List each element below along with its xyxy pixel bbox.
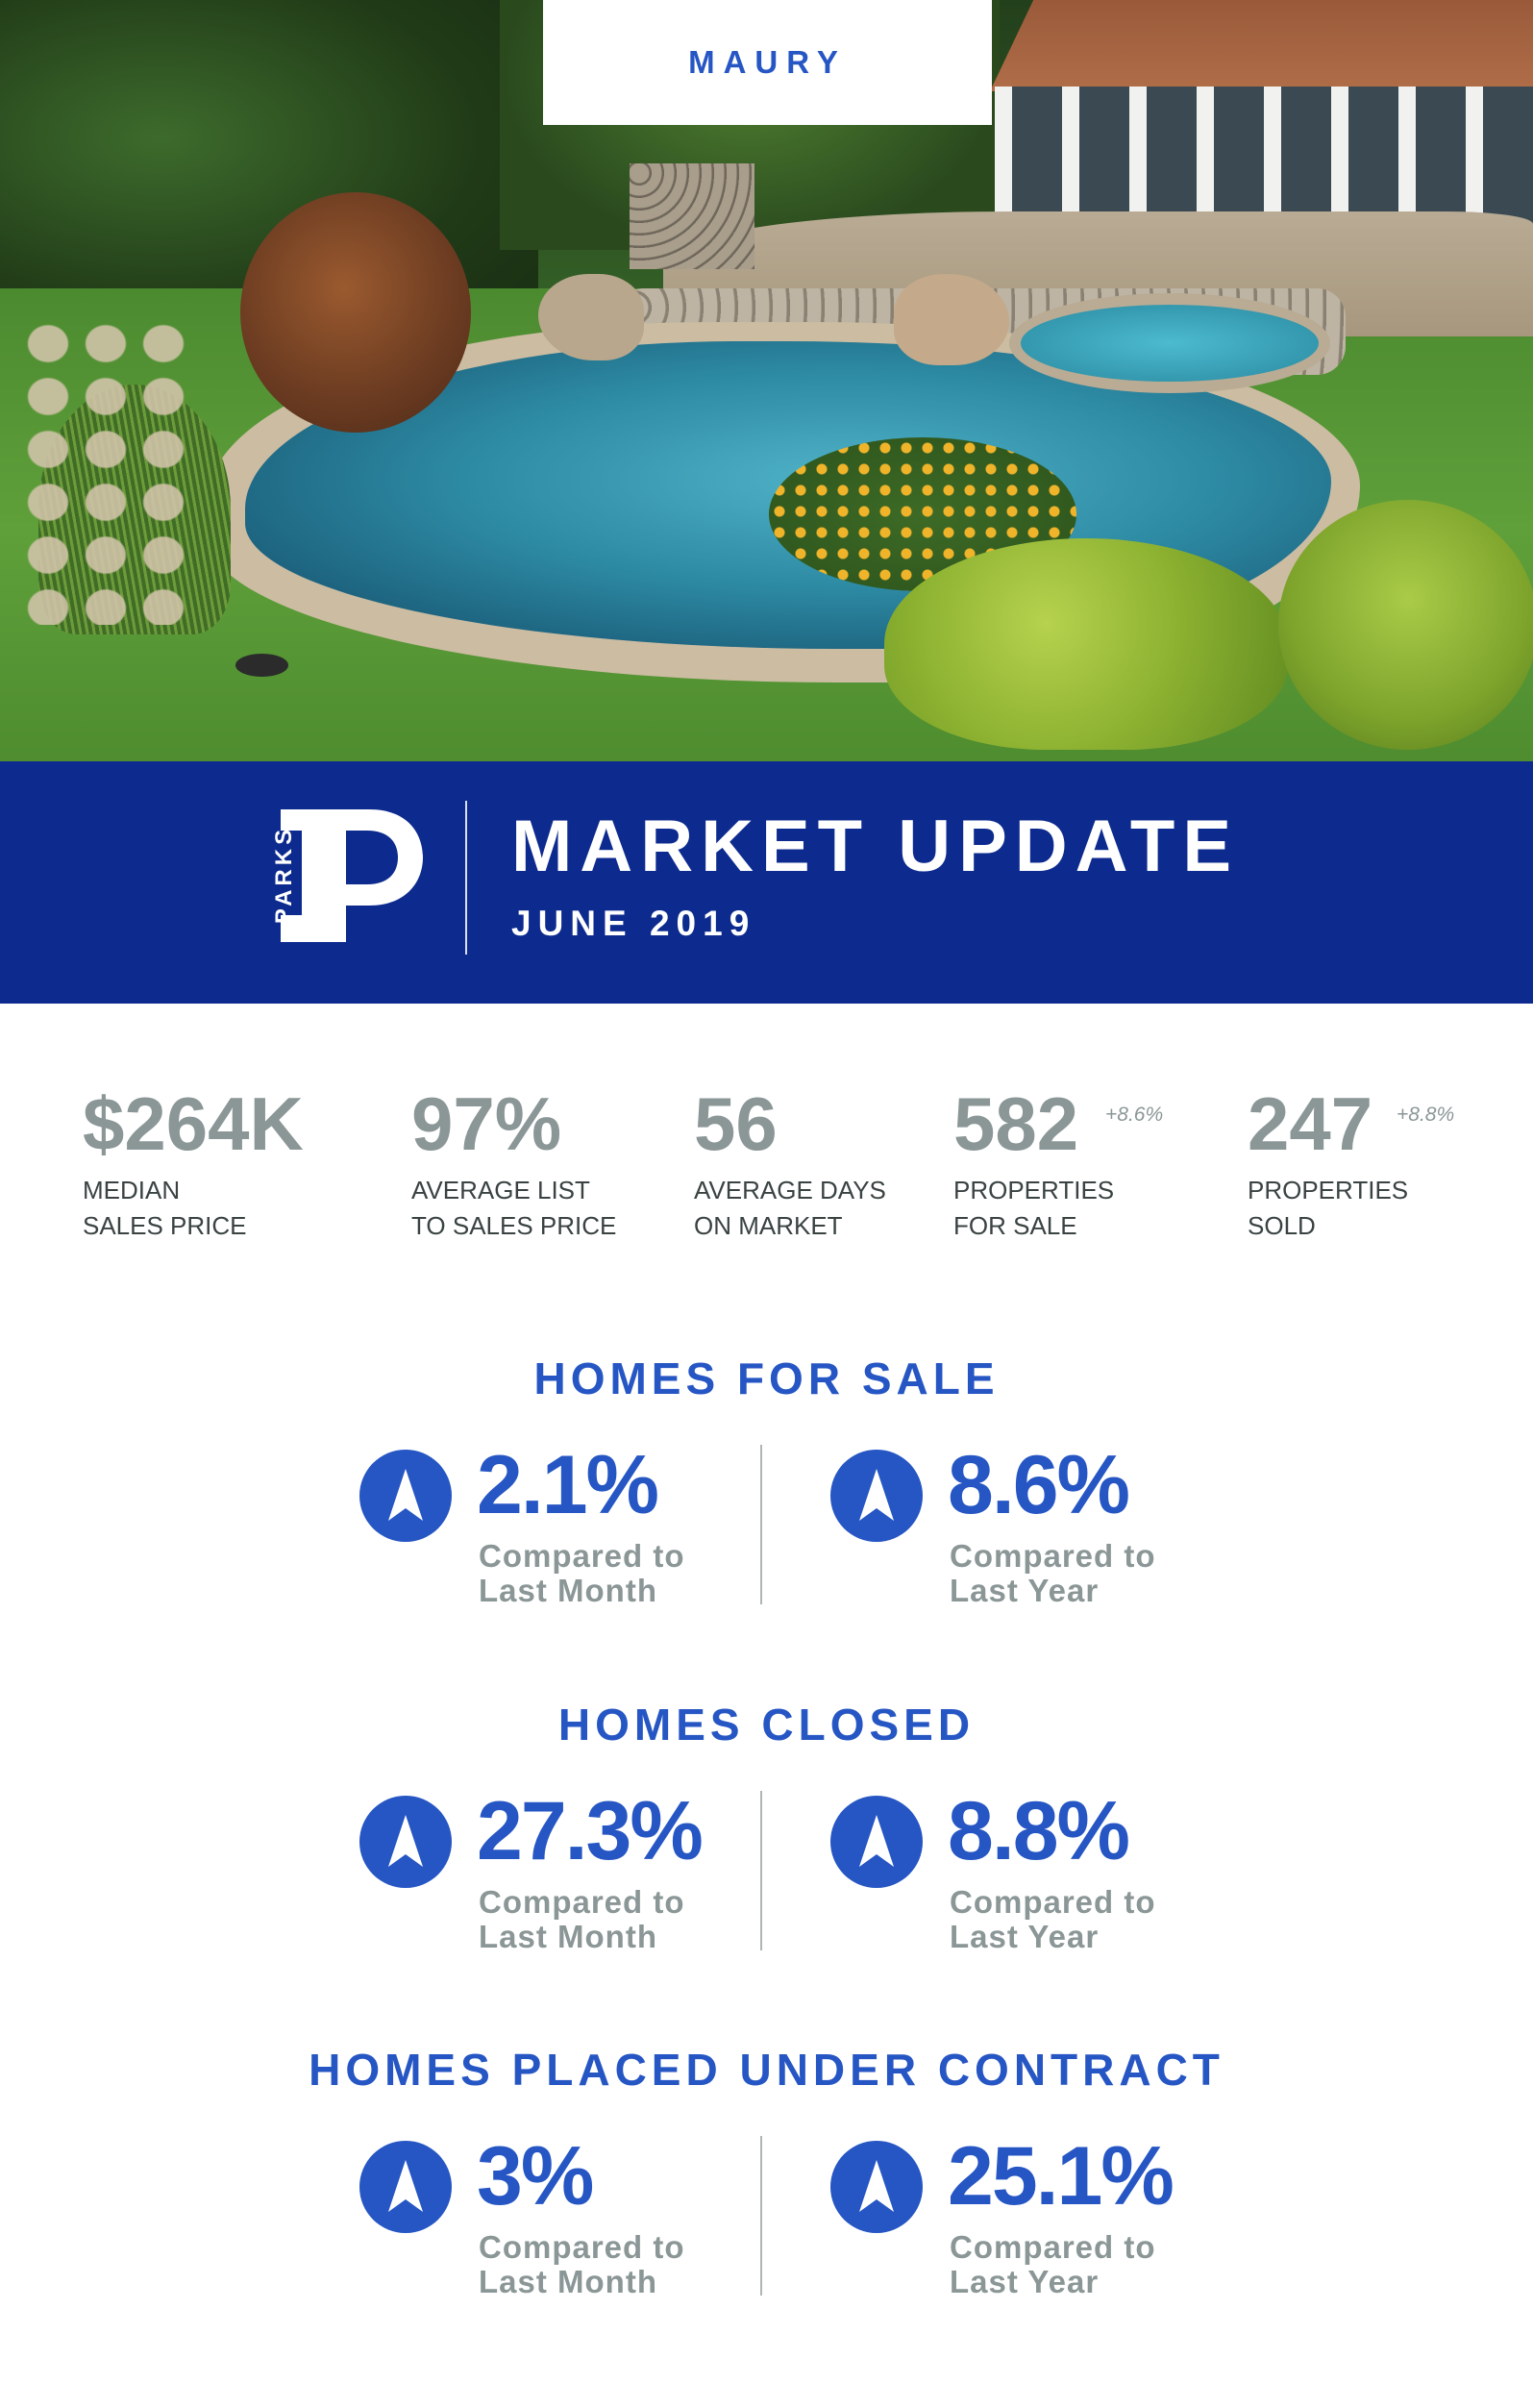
brand-name: PARKS	[271, 825, 297, 925]
metric-under-contract-month: 3% Compared to Last Month	[359, 2130, 744, 2299]
stepping-stones	[19, 317, 192, 625]
metric-caption-line: Last Month	[479, 2264, 657, 2299]
metric-value: 2.1%	[477, 1439, 659, 1531]
boulder	[894, 274, 1009, 365]
metric-caption-line: Compared to	[950, 1538, 1156, 1574]
stat-label-line: MEDIAN	[83, 1176, 181, 1204]
up-arrow-icon	[830, 1796, 923, 1888]
stat-properties-for-sale: 582 +8.6% PROPERTIES FOR SALE	[953, 1081, 1163, 1244]
stat-median-sales-price: $264K MEDIAN SALES PRICE	[83, 1086, 304, 1244]
metric-homes-for-sale-year: 8.6% Compared to Last Year	[830, 1439, 1215, 1608]
location-tab: MAURY	[543, 0, 992, 125]
location-name: MAURY	[688, 44, 847, 80]
metric-homes-closed-month: 27.3% Compared to Last Month	[359, 1785, 744, 1954]
metric-under-contract-year: 25.1% Compared to Last Year	[830, 2130, 1215, 2299]
metric-value: 8.8%	[948, 1785, 1130, 1877]
metric-caption-line: Last Year	[950, 1919, 1100, 1954]
green-shrub	[884, 538, 1288, 750]
metric-caption-line: Compared to	[950, 1884, 1156, 1920]
metric-caption-line: Compared to	[479, 1884, 685, 1920]
hero-photo-pool: MAURY	[0, 0, 1533, 761]
stat-label: AVERAGE LIST TO SALES PRICE	[411, 1173, 616, 1244]
stat-label: PROPERTIES SOLD	[1248, 1173, 1408, 1244]
stat-label-line: SOLD	[1248, 1211, 1316, 1240]
stat-label-line: AVERAGE LIST	[411, 1176, 590, 1204]
section-title-homes-under-contract: HOMES PLACED UNDER CONTRACT	[309, 2045, 1224, 2095]
stat-list-to-sales: 97% AVERAGE LIST TO SALES PRICE	[411, 1086, 616, 1244]
section-divider	[760, 1791, 762, 1950]
metric-caption-line: Compared to	[479, 1538, 685, 1574]
metric-caption-line: Compared to	[950, 2229, 1156, 2265]
stat-label-line: AVERAGE DAYS	[694, 1176, 886, 1204]
header-banner	[0, 761, 1533, 1004]
metric-caption: Compared to Last Year	[950, 1539, 1156, 1608]
up-arrow-icon	[359, 1450, 452, 1542]
stat-value: 247	[1248, 1081, 1373, 1166]
green-shrub	[1278, 500, 1533, 750]
stat-label-line: ON MARKET	[694, 1211, 843, 1240]
up-arrow-icon	[830, 1450, 923, 1542]
stat-value: 582	[953, 1081, 1079, 1166]
house-roof	[990, 0, 1533, 91]
metric-caption-line: Last Year	[950, 1573, 1100, 1608]
page-title: MARKET UPDATE	[511, 806, 1240, 887]
metric-caption-line: Compared to	[479, 2229, 685, 2265]
stat-change: +8.6%	[1105, 1104, 1164, 1126]
section-title-homes-closed: HOMES CLOSED	[557, 1700, 976, 1750]
metric-caption: Compared to Last Month	[479, 1539, 685, 1608]
section-title-homes-for-sale: HOMES FOR SALE	[533, 1353, 1000, 1403]
up-arrow-icon	[359, 1796, 452, 1888]
stat-value: 97%	[411, 1081, 562, 1166]
stat-change: +8.8%	[1397, 1104, 1455, 1126]
hot-tub	[1009, 293, 1330, 393]
stat-label: PROPERTIES FOR SALE	[953, 1173, 1114, 1244]
up-arrow-icon	[830, 2141, 923, 2233]
metric-value: 27.3%	[477, 1785, 704, 1877]
metric-caption-line: Last Month	[479, 1573, 657, 1608]
metric-caption-line: Last Year	[950, 2264, 1100, 2299]
up-arrow-icon	[359, 2141, 452, 2233]
metric-caption: Compared to Last Year	[950, 1885, 1156, 1954]
stat-properties-sold: 247 +8.8% PROPERTIES SOLD	[1248, 1081, 1454, 1244]
page-subtitle: JUNE 2019	[511, 904, 756, 943]
banner-divider	[465, 801, 467, 955]
pool-light	[235, 654, 288, 677]
boulder	[538, 274, 644, 360]
stat-label-line: FOR SALE	[953, 1211, 1077, 1240]
stone-fireplace	[630, 163, 754, 269]
stat-value: 56	[694, 1081, 778, 1166]
metric-value: 3%	[477, 2130, 594, 2222]
red-shrub	[240, 192, 471, 433]
metric-value: 8.6%	[948, 1439, 1130, 1531]
stat-label: MEDIAN SALES PRICE	[83, 1173, 304, 1244]
metric-homes-for-sale-month: 2.1% Compared to Last Month	[359, 1439, 744, 1608]
metric-caption: Compared to Last Year	[950, 2230, 1156, 2299]
parks-logo-icon	[281, 809, 423, 942]
metric-caption: Compared to Last Month	[479, 2230, 685, 2299]
stat-label-line: SALES PRICE	[83, 1211, 247, 1240]
stat-label-line: PROPERTIES	[953, 1176, 1115, 1204]
section-divider	[760, 1445, 762, 1604]
section-divider	[760, 2136, 762, 2296]
metric-caption-line: Last Month	[479, 1919, 657, 1954]
stat-days-on-market: 56 AVERAGE DAYS ON MARKET	[694, 1086, 886, 1244]
stat-label-line: PROPERTIES	[1248, 1176, 1409, 1204]
stat-label: AVERAGE DAYS ON MARKET	[694, 1173, 886, 1244]
metric-homes-closed-year: 8.8% Compared to Last Year	[830, 1785, 1215, 1954]
stat-value: $264K	[83, 1081, 304, 1166]
metric-caption: Compared to Last Month	[479, 1885, 685, 1954]
stat-label-line: TO SALES PRICE	[411, 1211, 617, 1240]
metric-value: 25.1%	[948, 2130, 1174, 2222]
